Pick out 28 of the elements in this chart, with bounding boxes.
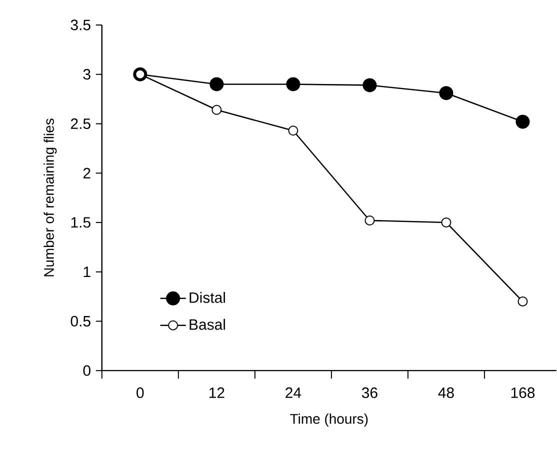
point [518, 296, 528, 307]
y-tick-label: 3 [83, 69, 90, 80]
point [441, 218, 452, 228]
x-tick-label: 36 [362, 388, 378, 398]
point [516, 114, 530, 129]
legend-label: Distal [190, 292, 225, 304]
x-axis-title: Time (hours) [290, 414, 368, 427]
y-tick-label: 2 [83, 168, 90, 179]
y-tick-label: 0 [83, 366, 90, 376]
x-tick-label: 48 [438, 388, 454, 398]
point [212, 105, 222, 116]
x-tick-label: 0 [136, 388, 144, 398]
y-tick-label: 2.5 [70, 118, 90, 130]
x-tick-label: 12 [209, 388, 224, 398]
y-tick-label: 1 [84, 266, 90, 278]
point [439, 86, 454, 100]
legend-label: Basal [190, 319, 225, 330]
point [210, 77, 224, 92]
y-axis-title: Number of remaining flies [44, 118, 57, 277]
point [288, 126, 298, 136]
point [286, 77, 300, 92]
y-tick-label: 1.5 [71, 217, 90, 228]
y-tick-label: 3.5 [70, 20, 90, 31]
y-tick-label: 0.5 [70, 316, 90, 327]
point [362, 78, 377, 92]
x-tick-label: 168 [511, 388, 535, 398]
point [364, 216, 375, 226]
x-tick-label: 24 [286, 388, 302, 398]
